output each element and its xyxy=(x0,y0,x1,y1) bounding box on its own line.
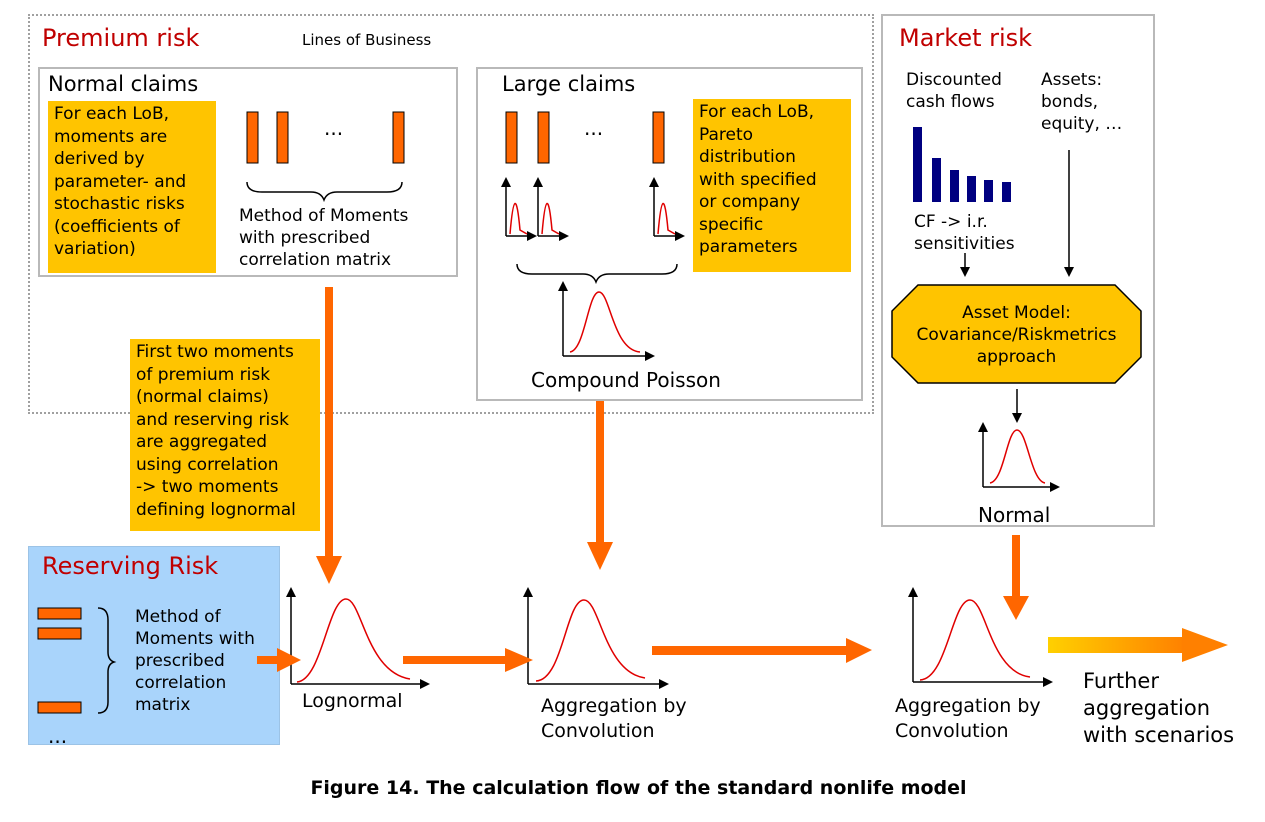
figure-caption: Figure 14. The calculation flow of the s… xyxy=(310,777,967,799)
further-aggregation-label: Further aggregation with scenarios xyxy=(1083,669,1235,747)
large-claims-note: For each LoB, Pareto distribution with s… xyxy=(693,99,851,272)
normal-claims-brace xyxy=(246,181,403,203)
market-risk-panel xyxy=(881,14,1155,527)
lognormal-label: Lognormal xyxy=(302,690,403,712)
compound-poisson-plot xyxy=(558,281,655,361)
reserving-ellipsis: ... xyxy=(48,724,68,748)
large-claims-brace xyxy=(516,263,678,285)
convolution-label-2: Aggregation by Convolution xyxy=(895,695,1041,742)
market-risk-title: Market risk xyxy=(899,24,1033,52)
reserving-method: Method of Moments with prescribed correl… xyxy=(135,607,255,715)
large-claims-ellipsis: ... xyxy=(584,116,604,140)
lines-of-business-label: Lines of Business xyxy=(302,31,432,49)
compound-poisson-label: Compound Poisson xyxy=(531,368,721,392)
normal-claims-box xyxy=(38,67,458,277)
further-arrow xyxy=(1048,628,1228,662)
cashflow-bars xyxy=(913,127,1011,202)
aggregation-note: First two moments of premium risk (norma… xyxy=(130,339,320,531)
market-arrows xyxy=(960,150,1074,423)
orange-arrows xyxy=(257,287,1029,672)
pareto-plots xyxy=(501,177,685,241)
normal-claims-ellipsis: ... xyxy=(324,116,344,140)
normal-claims-method: Method of Moments with prescribed correl… xyxy=(239,206,409,270)
normal-claims-title: Normal claims xyxy=(48,72,199,96)
large-claims-bars xyxy=(505,111,665,164)
normal-claims-bars xyxy=(246,111,405,164)
asset-model-label: Asset Model: Covariance/Riskmetrics appr… xyxy=(916,303,1117,367)
reserving-brace xyxy=(97,607,117,714)
sensitivities-label: CF -> i.r. sensitivities xyxy=(914,212,1015,254)
lognormal-plot xyxy=(286,587,430,689)
asset-model-octagon xyxy=(891,284,1142,384)
assets-label: Assets: bonds, equity, … xyxy=(1041,70,1123,134)
convolution-plot-2 xyxy=(908,587,1053,687)
normal-plot xyxy=(978,422,1060,492)
premium-risk-title: Premium risk xyxy=(42,24,200,52)
premium-risk-panel xyxy=(28,14,874,414)
convolution-plot-1 xyxy=(523,587,669,689)
normal-distribution-label: Normal xyxy=(978,503,1051,527)
large-claims-title: Large claims xyxy=(502,72,636,96)
convolution-label-1: Aggregation by Convolution xyxy=(541,695,687,742)
reserving-bars xyxy=(37,607,82,714)
discounted-cashflows-label: Discounted cash flows xyxy=(906,70,1002,112)
large-claims-box xyxy=(476,67,863,401)
normal-claims-note: For each LoB, moments are derived by par… xyxy=(48,101,216,273)
reserving-risk-title: Reserving Risk xyxy=(42,552,219,580)
